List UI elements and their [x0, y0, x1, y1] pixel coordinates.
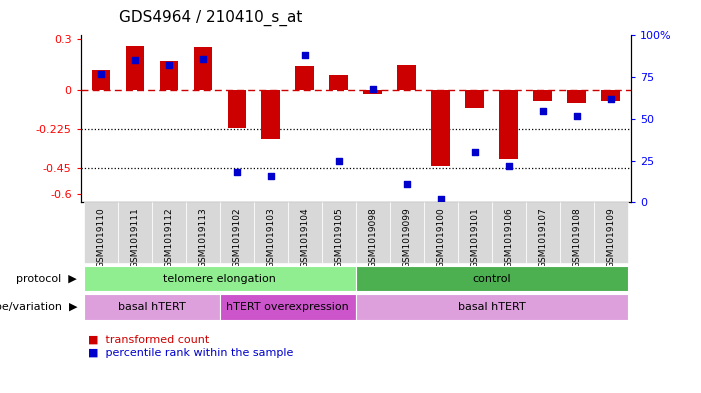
Text: GSM1019102: GSM1019102: [232, 207, 241, 268]
Point: [469, 149, 480, 156]
FancyBboxPatch shape: [322, 202, 356, 263]
FancyBboxPatch shape: [152, 202, 186, 263]
FancyBboxPatch shape: [118, 202, 152, 263]
Point: [299, 52, 311, 59]
Text: GSM1019099: GSM1019099: [402, 207, 411, 268]
FancyBboxPatch shape: [84, 294, 220, 320]
Text: GSM1019101: GSM1019101: [470, 207, 479, 268]
Text: GSM1019100: GSM1019100: [436, 207, 445, 268]
Text: genotype/variation  ▶: genotype/variation ▶: [0, 302, 77, 312]
FancyBboxPatch shape: [390, 202, 423, 263]
FancyBboxPatch shape: [288, 202, 322, 263]
Point: [571, 112, 582, 119]
Bar: [160, 61, 178, 90]
Bar: [431, 90, 450, 166]
Bar: [499, 90, 518, 159]
Text: GSM1019111: GSM1019111: [130, 207, 139, 268]
Point: [231, 169, 243, 175]
FancyBboxPatch shape: [220, 294, 356, 320]
Text: GSM1019113: GSM1019113: [198, 207, 207, 268]
Bar: [329, 75, 348, 90]
Bar: [261, 90, 280, 139]
Point: [401, 181, 412, 187]
Text: GSM1019105: GSM1019105: [334, 207, 343, 268]
FancyBboxPatch shape: [423, 202, 458, 263]
Text: GSM1019103: GSM1019103: [266, 207, 275, 268]
FancyBboxPatch shape: [84, 266, 356, 291]
FancyBboxPatch shape: [491, 202, 526, 263]
FancyBboxPatch shape: [220, 202, 254, 263]
Text: GSM1019109: GSM1019109: [606, 207, 615, 268]
FancyBboxPatch shape: [356, 294, 627, 320]
FancyBboxPatch shape: [356, 202, 390, 263]
Point: [503, 162, 515, 169]
Text: basal hTERT: basal hTERT: [458, 302, 526, 312]
Text: hTERT overexpression: hTERT overexpression: [226, 302, 349, 312]
Bar: [465, 90, 484, 108]
Text: GSM1019110: GSM1019110: [97, 207, 105, 268]
Text: GSM1019112: GSM1019112: [165, 207, 173, 268]
Text: GDS4964 / 210410_s_at: GDS4964 / 210410_s_at: [118, 9, 302, 26]
Point: [130, 57, 141, 64]
Bar: [567, 90, 586, 103]
Text: GSM1019108: GSM1019108: [572, 207, 581, 268]
Text: GSM1019107: GSM1019107: [538, 207, 547, 268]
Bar: [533, 90, 552, 101]
Point: [605, 95, 616, 102]
Point: [95, 71, 107, 77]
Bar: [295, 66, 314, 90]
Text: control: control: [472, 274, 511, 284]
Point: [265, 173, 276, 179]
FancyBboxPatch shape: [594, 202, 627, 263]
Bar: [601, 90, 620, 101]
FancyBboxPatch shape: [458, 202, 491, 263]
FancyBboxPatch shape: [84, 202, 118, 263]
Text: GSM1019104: GSM1019104: [300, 207, 309, 268]
Point: [197, 55, 208, 62]
Point: [163, 62, 175, 68]
Text: GSM1019106: GSM1019106: [504, 207, 513, 268]
Text: protocol  ▶: protocol ▶: [16, 274, 77, 284]
Text: ■  transformed count: ■ transformed count: [88, 335, 209, 345]
Bar: [125, 46, 144, 90]
Bar: [228, 90, 246, 129]
Bar: [193, 48, 212, 90]
Point: [367, 86, 379, 92]
FancyBboxPatch shape: [186, 202, 220, 263]
FancyBboxPatch shape: [526, 202, 559, 263]
Bar: [363, 90, 382, 94]
FancyBboxPatch shape: [356, 266, 627, 291]
Point: [333, 158, 344, 164]
FancyBboxPatch shape: [254, 202, 288, 263]
Text: GSM1019098: GSM1019098: [368, 207, 377, 268]
Text: telomere elongation: telomere elongation: [163, 274, 276, 284]
Bar: [397, 64, 416, 90]
Point: [537, 107, 548, 114]
Text: ■  percentile rank within the sample: ■ percentile rank within the sample: [88, 349, 293, 358]
Point: [435, 196, 447, 202]
FancyBboxPatch shape: [559, 202, 594, 263]
Bar: [92, 70, 110, 90]
Text: basal hTERT: basal hTERT: [118, 302, 186, 312]
